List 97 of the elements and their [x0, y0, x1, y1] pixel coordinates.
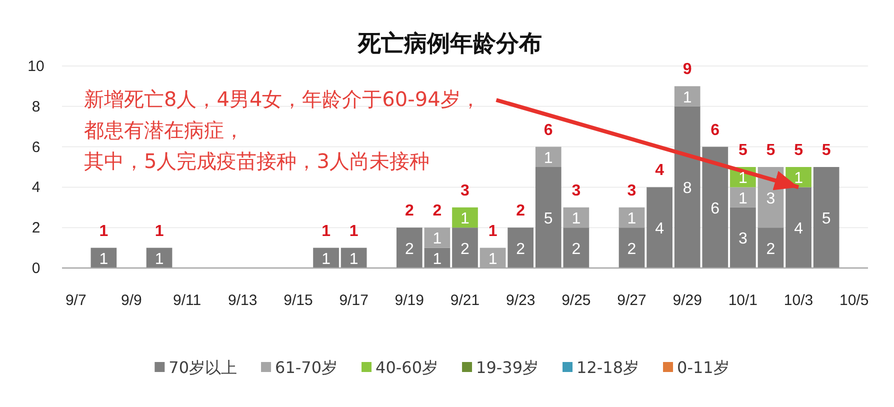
- annotation: 都患有潜在病症，: [84, 118, 244, 142]
- bar: [452, 207, 478, 228]
- data-label: 2: [766, 240, 776, 258]
- bar: [646, 187, 672, 268]
- data-label: 1: [627, 210, 636, 228]
- data-label: 2: [404, 240, 414, 258]
- bar: [313, 248, 339, 268]
- bar: [618, 228, 645, 268]
- bar: [340, 248, 367, 268]
- y-tick-label: 2: [32, 220, 40, 237]
- y-tick-label: 6: [32, 138, 40, 156]
- bar: [813, 167, 840, 268]
- x-tick-label: 9/7: [65, 292, 86, 309]
- bar: [730, 207, 756, 268]
- data-label: 1: [322, 250, 330, 268]
- data-label: 1: [738, 170, 748, 188]
- data-label: 2: [572, 240, 581, 258]
- data-label: 2: [460, 240, 470, 258]
- total: 4: [655, 162, 664, 180]
- x-tick-label: 9/25: [562, 292, 591, 309]
- annotation: 其中，5人完成疫苗接种，3人尚未接种: [84, 149, 430, 173]
- bar: [563, 207, 590, 228]
- bar: [786, 187, 812, 268]
- x-tick-label: 9/23: [506, 292, 536, 309]
- legend-label: 40-60岁: [376, 358, 438, 377]
- total: 2: [404, 202, 414, 220]
- data-label: 1: [572, 210, 581, 228]
- total: 1: [488, 222, 498, 240]
- y-tick-label: 0: [32, 260, 40, 277]
- data-label: 5: [822, 210, 831, 228]
- data-label: 1: [154, 250, 164, 268]
- bar: [396, 228, 422, 268]
- total: 5: [794, 142, 803, 159]
- x-tick-label: 9/11: [173, 292, 202, 309]
- chart-title: 死亡病例年龄分布: [357, 30, 542, 57]
- data-label: 1: [488, 250, 498, 268]
- x-tick-label: 9/13: [228, 292, 258, 309]
- annotation: 新增死亡8人，4男4女，年龄介于60-94岁，: [84, 87, 480, 111]
- data-label: 6: [710, 200, 720, 218]
- data-label: 8: [682, 180, 692, 198]
- x-tick-label: 9/9: [121, 292, 142, 309]
- data-label: 1: [682, 89, 692, 106]
- data-label: 5: [544, 210, 553, 228]
- total: 6: [710, 122, 720, 139]
- data-label: 1: [432, 250, 442, 268]
- bar: [758, 228, 784, 268]
- x-tick-label: 9/19: [394, 292, 424, 309]
- legend-label: 70岁以上: [168, 358, 238, 377]
- total: 9: [682, 61, 692, 78]
- total: 3: [460, 182, 470, 200]
- bar: [424, 228, 450, 248]
- total: 2: [516, 202, 526, 220]
- data-label: 4: [655, 220, 664, 238]
- data-label: 2: [627, 240, 636, 258]
- data-label: 1: [738, 190, 748, 208]
- bar: [508, 228, 534, 268]
- legend-label: 61-70岁: [275, 358, 338, 377]
- total: 1: [154, 222, 164, 240]
- data-label: 1: [349, 250, 358, 268]
- x-tick-label: 9/29: [672, 292, 702, 309]
- legend-label: 19-39岁: [476, 358, 539, 377]
- bar: [730, 187, 756, 208]
- total: 1: [322, 222, 330, 240]
- bar: [618, 207, 645, 228]
- data-label: 1: [99, 250, 108, 268]
- legend-label: 12-18岁: [576, 358, 640, 377]
- data-label: 1: [432, 230, 442, 248]
- x-tick-label: 9/27: [617, 292, 646, 309]
- x-tick-label: 10/5: [840, 292, 869, 309]
- x-tick-label: 10/3: [784, 292, 814, 309]
- y-tick-label: 10: [28, 58, 44, 75]
- x-tick-label: 10/1: [728, 292, 758, 309]
- data-label: 3: [766, 190, 776, 208]
- y-tick-label: 4: [32, 179, 40, 196]
- bar: [535, 146, 562, 167]
- data-label: 3: [738, 230, 748, 248]
- data-label: 1: [460, 210, 470, 228]
- total: 5: [738, 142, 748, 159]
- data-label: 1: [544, 150, 553, 167]
- total: 5: [822, 142, 831, 159]
- total: 3: [627, 182, 636, 200]
- bar: [452, 228, 478, 268]
- bar: [674, 86, 700, 106]
- total: 1: [99, 222, 108, 240]
- total: 6: [544, 122, 553, 139]
- data-label: 2: [516, 240, 526, 258]
- total: 2: [432, 202, 442, 220]
- x-tick-label: 9/17: [339, 292, 368, 309]
- total: 1: [349, 222, 358, 240]
- x-tick-label: 9/15: [284, 292, 313, 309]
- y-tick-label: 8: [32, 98, 40, 116]
- data-label: 4: [794, 220, 803, 238]
- data-label: 1: [794, 170, 803, 188]
- legend-label: 0-11岁: [677, 358, 730, 377]
- total: 3: [572, 182, 581, 200]
- x-tick-label: 9/21: [450, 292, 480, 309]
- total: 5: [766, 142, 776, 159]
